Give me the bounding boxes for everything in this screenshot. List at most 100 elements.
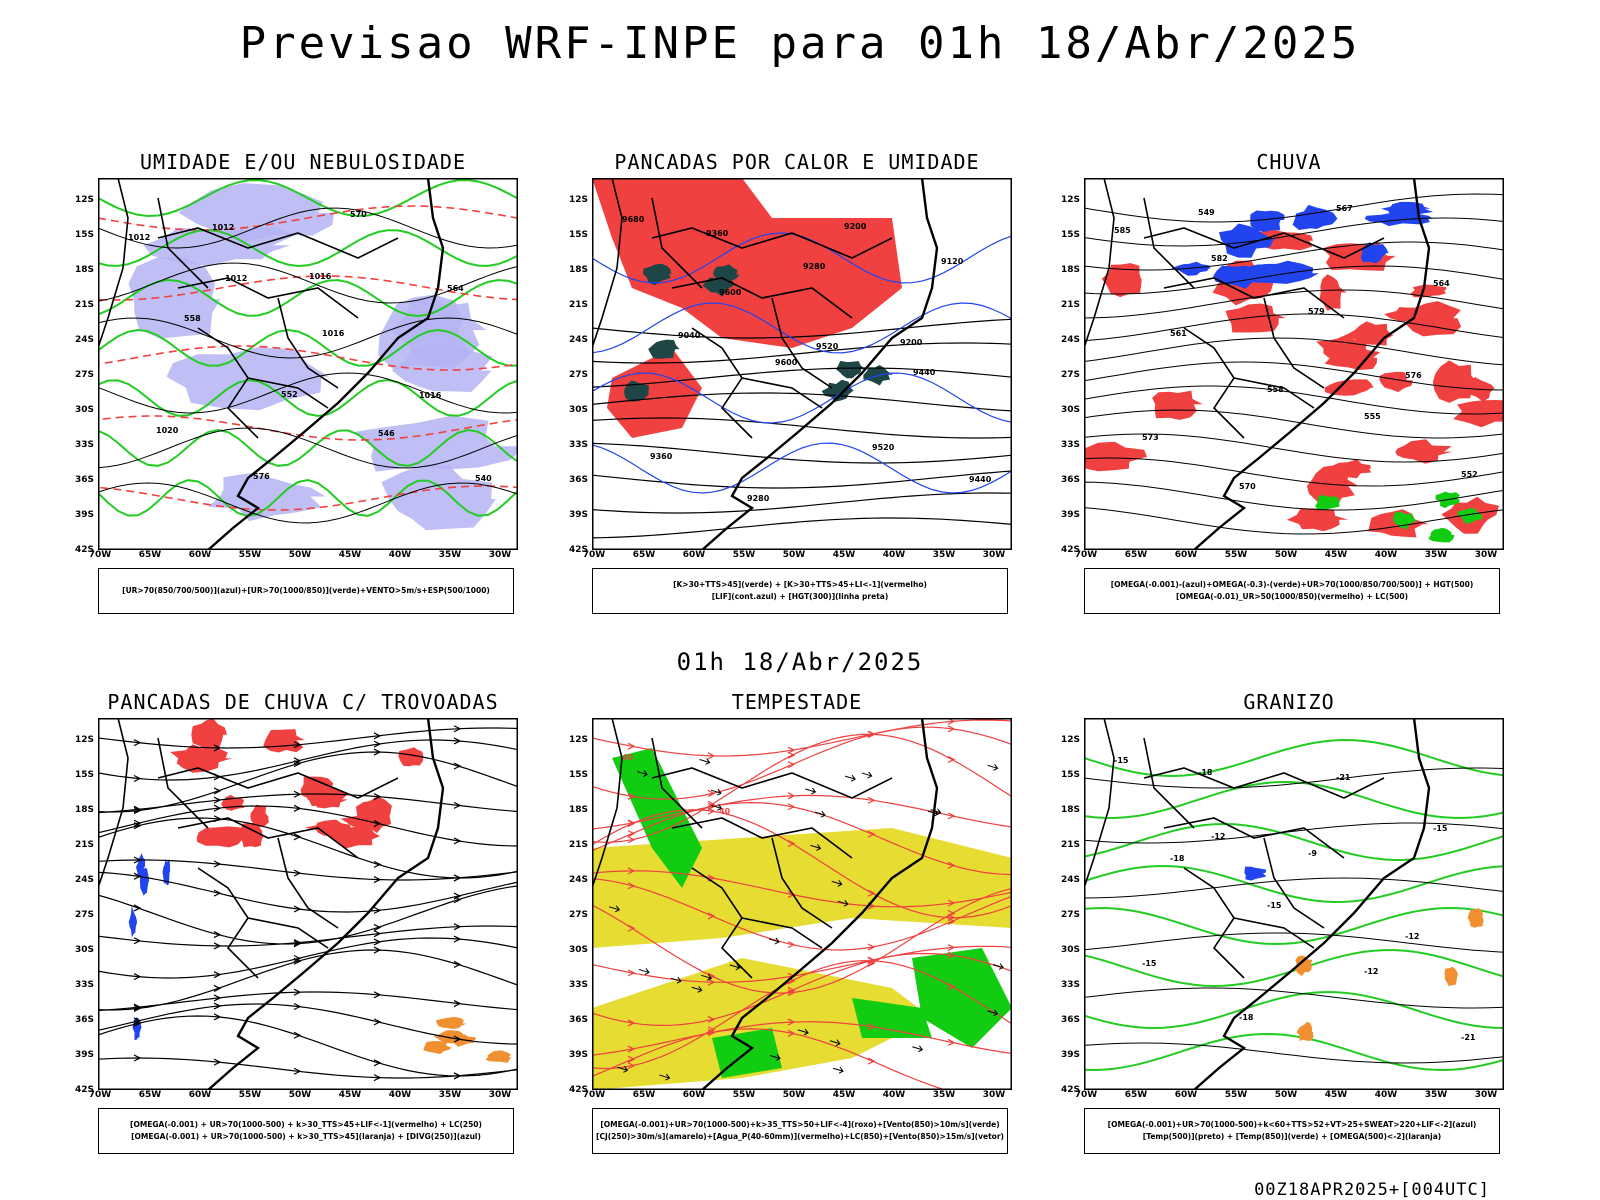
coastline xyxy=(701,718,939,1090)
rain-area xyxy=(1101,263,1142,298)
longitude-tick-label: 35W xyxy=(932,1090,956,1100)
latitude-tick-label: 15S xyxy=(1060,230,1080,240)
contour-label: 1012 xyxy=(212,223,234,232)
contour-label: 576 xyxy=(1405,371,1422,380)
streamline-arrow xyxy=(787,986,796,994)
map-canvas[interactable]: 9680 9600 9520 9440 9360 9280 9200 9120 9040 9600… xyxy=(592,178,1012,550)
shower-area xyxy=(423,1041,453,1054)
streamline-arrow xyxy=(293,954,302,963)
thickness-contour xyxy=(98,205,518,231)
streamline-arrow xyxy=(453,960,462,968)
longitude-axis: 70W 65W 60W 55W 50W 45W 40W 35W 30W xyxy=(1075,1090,1504,1102)
map-canvas[interactable] xyxy=(98,718,518,1090)
streamline-arrow xyxy=(213,889,222,897)
shower-area xyxy=(435,1017,467,1029)
streamline-arrow xyxy=(293,804,302,812)
streamline-arrow xyxy=(133,805,142,813)
streamline-arrow xyxy=(373,820,382,828)
latitude-tick-label: 18S xyxy=(568,265,588,275)
wind-vector xyxy=(805,787,817,795)
map-canvas[interactable]: 1012 1012 1016 1016 1020 576 570 564 558 552 546 54… xyxy=(98,178,518,550)
map-svg: 40 40 xyxy=(592,718,1012,1090)
pressure-contour xyxy=(98,482,518,524)
map-canvas[interactable]: -15 -12 -9 -12 -15 -18 -21 -15 -18 -15 -12 -21 -18 xyxy=(1084,718,1504,1090)
height-contour xyxy=(592,492,1012,514)
streamline xyxy=(98,817,518,879)
coastline xyxy=(1193,718,1431,1090)
country-border xyxy=(671,277,853,319)
streamline-arrow xyxy=(627,1055,636,1063)
map-canvas[interactable]: 40 40 xyxy=(592,718,1012,1090)
contour-label: 9280 xyxy=(747,494,770,503)
latitude-tick-label: 39S xyxy=(74,1050,94,1060)
wind-vector xyxy=(844,774,856,782)
streamline-arrow xyxy=(293,790,302,798)
contour-label: -21 xyxy=(1336,773,1351,782)
longitude-tick-label: 55W xyxy=(732,550,756,560)
streamline xyxy=(592,870,1012,908)
streamline-arrow xyxy=(213,984,222,992)
latitude-tick-label: 30S xyxy=(1060,945,1080,955)
latitude-tick-label: 30S xyxy=(568,945,588,955)
legend-box: [K>30+TTS>45](verde) + [K>30+TTS>45+LI<-… xyxy=(592,568,1008,614)
map-border xyxy=(592,718,1012,1090)
streamline-arrow xyxy=(787,941,796,949)
streamline-arrow xyxy=(787,761,796,769)
longitude-tick-label: 65W xyxy=(632,550,656,560)
temp850-contour xyxy=(1084,906,1504,946)
strong-omega-area xyxy=(1457,507,1483,525)
streamline-arrow xyxy=(627,820,636,828)
geopotential-contour xyxy=(1084,433,1504,463)
contour-label: 9040 xyxy=(678,331,701,340)
country-border xyxy=(157,737,209,829)
map-panel-pancadas-trovoadas: PANCADAS DE CHUVA C/ TROVOADAS 12S 15S 18S 2… xyxy=(68,690,538,1160)
latitude-tick-label: 21S xyxy=(1060,840,1080,850)
thunderstorm-area xyxy=(170,744,233,773)
longitude-tick-label: 30W xyxy=(488,550,512,560)
streamline-arrow xyxy=(453,999,462,1008)
shower-area xyxy=(448,1034,476,1047)
humidity-area xyxy=(128,256,221,339)
wind-vector xyxy=(831,880,843,887)
humidity-area xyxy=(381,464,496,531)
streamline-arrow xyxy=(293,957,302,965)
streamline xyxy=(98,859,518,881)
latitude-tick-label: 36S xyxy=(74,475,94,485)
thunderstorm-area xyxy=(322,826,381,849)
latitude-tick-label: 27S xyxy=(1060,370,1080,380)
humidity-contour xyxy=(98,378,518,418)
coastline xyxy=(701,178,939,550)
map-layers: -15 -12 -9 -12 -15 -18 -21 -15 -18 -15 -12 -21 -18 xyxy=(1084,718,1504,1090)
contour-label: 564 xyxy=(1433,279,1450,288)
streamline-arrow xyxy=(373,906,382,914)
wind-vector xyxy=(861,771,873,779)
contour-label: 585 xyxy=(1114,226,1131,235)
thunderstorm-area xyxy=(340,815,388,830)
contour-label: 9680 xyxy=(622,215,645,224)
streamline-arrow xyxy=(627,867,636,875)
longitude-tick-label: 60W xyxy=(1174,1090,1198,1100)
rain-area xyxy=(1316,333,1368,360)
streamline-arrow xyxy=(133,872,142,880)
streamline-arrow xyxy=(133,1019,142,1027)
map-svg: -15 -12 -9 -12 -15 -18 -21 -15 -18 -15 -12 -21 -18 xyxy=(1084,718,1504,1090)
latitude-tick-label: 36S xyxy=(1060,475,1080,485)
contour-label: 579 xyxy=(1308,307,1325,316)
divergence-area xyxy=(139,867,150,896)
longitude-tick-label: 35W xyxy=(932,550,956,560)
omega-area xyxy=(1250,210,1285,232)
streamline-arrow xyxy=(947,861,956,869)
streamline xyxy=(98,1057,518,1079)
latitude-tick-label: 42S xyxy=(74,545,94,555)
country-border xyxy=(651,737,703,829)
streamline-arrow xyxy=(373,923,382,931)
contour-label: 1012 xyxy=(225,274,247,283)
height-contour xyxy=(592,470,1012,489)
streamline-arrow xyxy=(133,822,142,830)
map-canvas[interactable]: 585 582 579 576 573 570 567 564 561 558 555 552 549 xyxy=(1084,178,1504,550)
streamline xyxy=(98,885,518,945)
streamline-arrow xyxy=(627,830,636,838)
contour-label: 540 xyxy=(475,474,492,483)
longitude-tick-label: 40W xyxy=(388,1090,412,1100)
streamline-arrow xyxy=(867,943,876,951)
